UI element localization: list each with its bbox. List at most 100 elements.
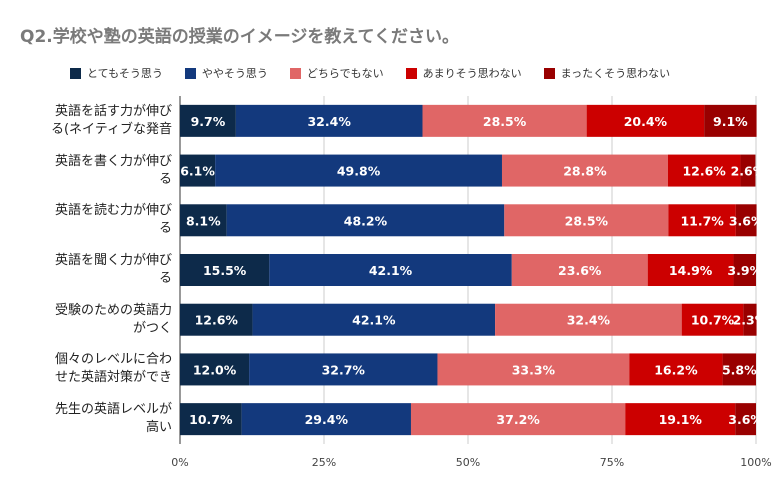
legend-label: とてもそう思う bbox=[87, 67, 163, 80]
legend-item: ややそう思う bbox=[184, 65, 268, 81]
data-label: 37.2% bbox=[496, 412, 540, 427]
data-label: 32.7% bbox=[322, 362, 366, 377]
bar-segment bbox=[180, 204, 227, 237]
category-label-line: 受験のための英語力 bbox=[54, 302, 172, 318]
bar-segment bbox=[180, 403, 242, 436]
data-label: 49.8% bbox=[337, 164, 381, 179]
category-label-line: せた英語対策ができ bbox=[54, 370, 172, 386]
category-label-line: 英語を話す力が伸び bbox=[54, 103, 172, 119]
data-label: 28.8% bbox=[563, 164, 607, 179]
data-label: 10.7% bbox=[189, 412, 233, 427]
bar-segment bbox=[743, 303, 757, 336]
category-label: 英語を話す力が伸び る(ネイティブな発音 bbox=[4, 103, 172, 139]
data-label: 14.9% bbox=[669, 263, 713, 278]
data-label: 19.1% bbox=[659, 412, 703, 427]
bar-segment bbox=[269, 254, 512, 286]
data-label: 12.6% bbox=[195, 313, 239, 328]
bar-segment bbox=[180, 353, 250, 386]
data-label: 9.7% bbox=[191, 114, 226, 129]
data-label: 12.0% bbox=[193, 362, 237, 377]
x-tick-label: 25% bbox=[312, 456, 336, 469]
bar-segment bbox=[586, 104, 705, 137]
legend-label: ややそう思う bbox=[201, 67, 268, 80]
category-label-line: る bbox=[158, 171, 172, 187]
bar-segment bbox=[681, 303, 744, 336]
category-label-line: 高い bbox=[145, 420, 172, 436]
bar-segment bbox=[668, 204, 736, 237]
bar-segment bbox=[501, 154, 668, 187]
data-label: 6.1% bbox=[180, 164, 215, 179]
bar-segment bbox=[667, 154, 741, 187]
category-label-line: る(ネイティブな発音 bbox=[50, 121, 172, 137]
legend-item: とてもそう思う bbox=[70, 65, 163, 81]
data-label: 10.7% bbox=[691, 313, 735, 328]
bar-segment bbox=[180, 254, 270, 286]
legend-item: まったくそう思わない bbox=[543, 65, 671, 81]
legend-swatch bbox=[543, 67, 555, 79]
data-label: 42.1% bbox=[352, 313, 396, 328]
data-label: 2.3% bbox=[733, 313, 768, 328]
data-label: 20.4% bbox=[624, 114, 668, 129]
bar-segment bbox=[733, 254, 756, 286]
category-label: 英語を書く力が伸びる bbox=[4, 153, 172, 189]
category-label-line: がつく bbox=[132, 320, 172, 336]
category-label: 受験のための英語力がつく bbox=[4, 302, 172, 338]
bar-segment bbox=[740, 154, 756, 187]
bar-segment bbox=[180, 104, 236, 137]
bar-segment bbox=[437, 353, 630, 386]
x-tick-label: 100% bbox=[740, 456, 771, 469]
category-label-line: る bbox=[158, 271, 172, 286]
data-label: 16.2% bbox=[654, 362, 698, 377]
legend-label: どちらでもない bbox=[306, 67, 384, 80]
bar-segment bbox=[241, 403, 411, 436]
data-label: 42.1% bbox=[369, 263, 413, 278]
legend-item: どちらでもない bbox=[289, 65, 384, 81]
bar-segment bbox=[226, 204, 505, 237]
bar-segment bbox=[735, 403, 756, 436]
bar-segment bbox=[180, 303, 253, 336]
data-label: 3.6% bbox=[729, 213, 764, 228]
bar-segment bbox=[249, 353, 438, 386]
legend-swatch bbox=[289, 67, 301, 79]
bar-segment bbox=[252, 303, 496, 336]
x-tick-label: 0% bbox=[171, 456, 188, 469]
category-label: 先生の英語レベルが 高い bbox=[4, 401, 172, 437]
data-label: 5.8% bbox=[722, 362, 757, 377]
bar-segment bbox=[511, 254, 648, 286]
bar-segment bbox=[215, 154, 502, 187]
data-label: 32.4% bbox=[567, 313, 611, 328]
data-label: 32.4% bbox=[307, 114, 351, 129]
bar-segment bbox=[704, 104, 757, 137]
x-tick-label: 75% bbox=[600, 456, 624, 469]
bar-segment bbox=[722, 353, 756, 386]
category-label-line: 英語を書く力が伸び bbox=[54, 153, 172, 169]
bar-segment bbox=[629, 353, 723, 386]
legend-label: あまりそう思わない bbox=[422, 67, 522, 80]
bar-segment bbox=[735, 204, 757, 237]
legend-swatch bbox=[70, 67, 81, 79]
x-tick-label: 50% bbox=[456, 456, 480, 469]
bar-segment bbox=[647, 254, 734, 286]
data-label: 15.5% bbox=[203, 263, 247, 278]
chart-title: Q2.学校や塾の英語の授業のイメージを教えてください。 bbox=[20, 27, 460, 47]
data-label: 48.2% bbox=[344, 213, 388, 228]
legend-swatch bbox=[184, 67, 196, 79]
data-label: 28.5% bbox=[483, 114, 527, 129]
data-label: 29.4% bbox=[305, 412, 349, 427]
category-label: 個々のレベルに合わ せた英語対策ができ bbox=[4, 351, 172, 387]
legend-label: まったくそう思わない bbox=[560, 67, 671, 80]
data-label: 23.6% bbox=[558, 263, 602, 278]
bar-segment bbox=[235, 104, 423, 137]
bar-segment bbox=[410, 403, 626, 436]
legend-swatch bbox=[405, 67, 417, 79]
category-label: 英語を聞く力が伸びる bbox=[4, 252, 172, 288]
data-label: 3.6% bbox=[728, 412, 763, 427]
data-label: 8.1% bbox=[186, 213, 221, 228]
data-label: 12.6% bbox=[682, 164, 726, 179]
bar-segment bbox=[180, 154, 216, 187]
category-label-line: 英語を読む力が伸び bbox=[54, 203, 172, 219]
data-label: 33.3% bbox=[512, 362, 556, 377]
category-label-line: 個々のレベルに合わ bbox=[54, 352, 172, 368]
data-label: 9.1% bbox=[713, 114, 748, 129]
